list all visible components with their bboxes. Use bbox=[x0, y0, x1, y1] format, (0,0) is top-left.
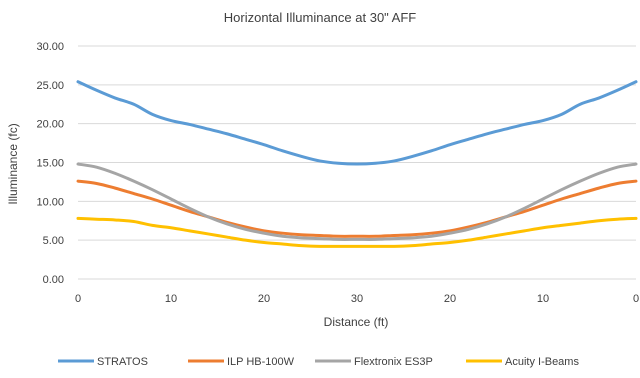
y-tick-label: 25.00 bbox=[36, 80, 64, 92]
x-tick-label: 10 bbox=[537, 293, 549, 305]
legend-label: ILP HB-100W bbox=[227, 356, 295, 368]
series-line-flextronix-es3p bbox=[76, 162, 638, 241]
x-axis-title: Distance (ft) bbox=[324, 315, 389, 329]
y-tick-label: 5.00 bbox=[43, 235, 64, 247]
legend-item-stratos: STRATOS bbox=[58, 356, 148, 368]
x-tick-label: 20 bbox=[258, 293, 270, 305]
gridlines bbox=[78, 45, 636, 280]
legend-label: STRATOS bbox=[97, 356, 148, 368]
series-lines bbox=[76, 80, 638, 248]
y-tick-label: 10.00 bbox=[36, 196, 64, 208]
x-tick-label: 30 bbox=[351, 293, 363, 305]
y-axis-ticks: 0.00 5.00 10.00 15.00 20.00 25.00 30.00 bbox=[36, 41, 64, 286]
y-tick-label: 15.00 bbox=[36, 158, 64, 170]
x-axis-ticks: 0 10 20 30 20 10 0 bbox=[75, 293, 639, 305]
legend-item-acuity-i-beams: Acuity I-Beams bbox=[466, 356, 579, 368]
legend: STRATOS ILP HB-100W Flextronix ES3P Acuity … bbox=[58, 356, 579, 368]
x-tick-label: 0 bbox=[75, 293, 81, 305]
y-axis-title: Illuminance (fc) bbox=[6, 123, 20, 204]
x-tick-label: 20 bbox=[444, 293, 456, 305]
legend-label: Flextronix ES3P bbox=[354, 356, 433, 368]
legend-label: Acuity I-Beams bbox=[505, 356, 579, 368]
series-line-acuity-i-beams bbox=[76, 216, 638, 248]
legend-item-ilp-hb-100w: ILP HB-100W bbox=[188, 356, 295, 368]
x-tick-label: 10 bbox=[165, 293, 177, 305]
chart-title: Horizontal Illuminance at 30" AFF bbox=[224, 10, 417, 25]
x-tick-label: 0 bbox=[633, 293, 639, 305]
legend-item-flextronix-es3p: Flextronix ES3P bbox=[315, 356, 433, 368]
series-line-ilp-hb-100w bbox=[76, 179, 638, 238]
series-line-stratos bbox=[76, 80, 638, 166]
y-tick-label: 20.00 bbox=[36, 119, 64, 131]
y-tick-label: 0.00 bbox=[43, 274, 64, 286]
y-tick-label: 30.00 bbox=[36, 41, 64, 53]
